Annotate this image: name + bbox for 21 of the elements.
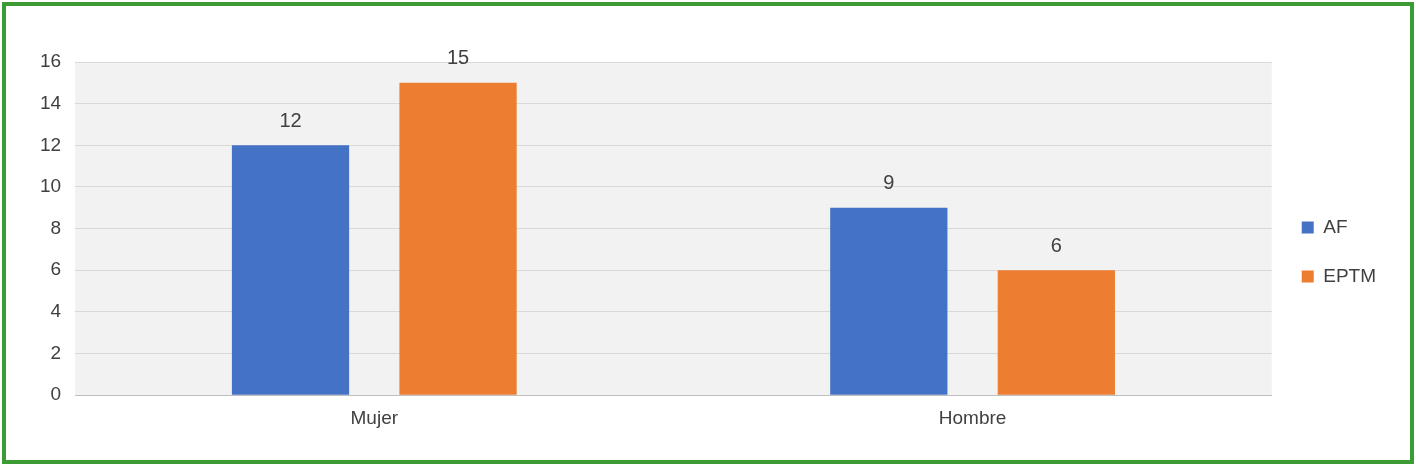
y-tick-label: 8 [50, 216, 62, 238]
bar [830, 207, 948, 395]
y-tick-label: 6 [50, 258, 62, 280]
y-tick-label: 12 [39, 133, 62, 155]
y-tick-label: 14 [39, 91, 62, 113]
data-label: 12 [279, 108, 302, 131]
bar [231, 145, 350, 395]
data-label: 15 [446, 46, 470, 69]
y-tick-label: 0 [50, 383, 62, 405]
x-tick-label: Hombre [938, 406, 1007, 428]
y-tick-label: 4 [50, 300, 62, 322]
y-tick-label: 16 [39, 50, 62, 72]
legend-label: AF [1323, 215, 1348, 237]
y-tick-label: 10 [39, 175, 62, 197]
data-label: 6 [1050, 233, 1062, 256]
bar [399, 82, 517, 395]
bar [997, 270, 1115, 395]
y-tick-label: 2 [50, 341, 62, 363]
data-label: 9 [883, 171, 895, 194]
legend-label: EPTM [1323, 264, 1376, 286]
x-tick-label: Mujer [350, 406, 399, 428]
